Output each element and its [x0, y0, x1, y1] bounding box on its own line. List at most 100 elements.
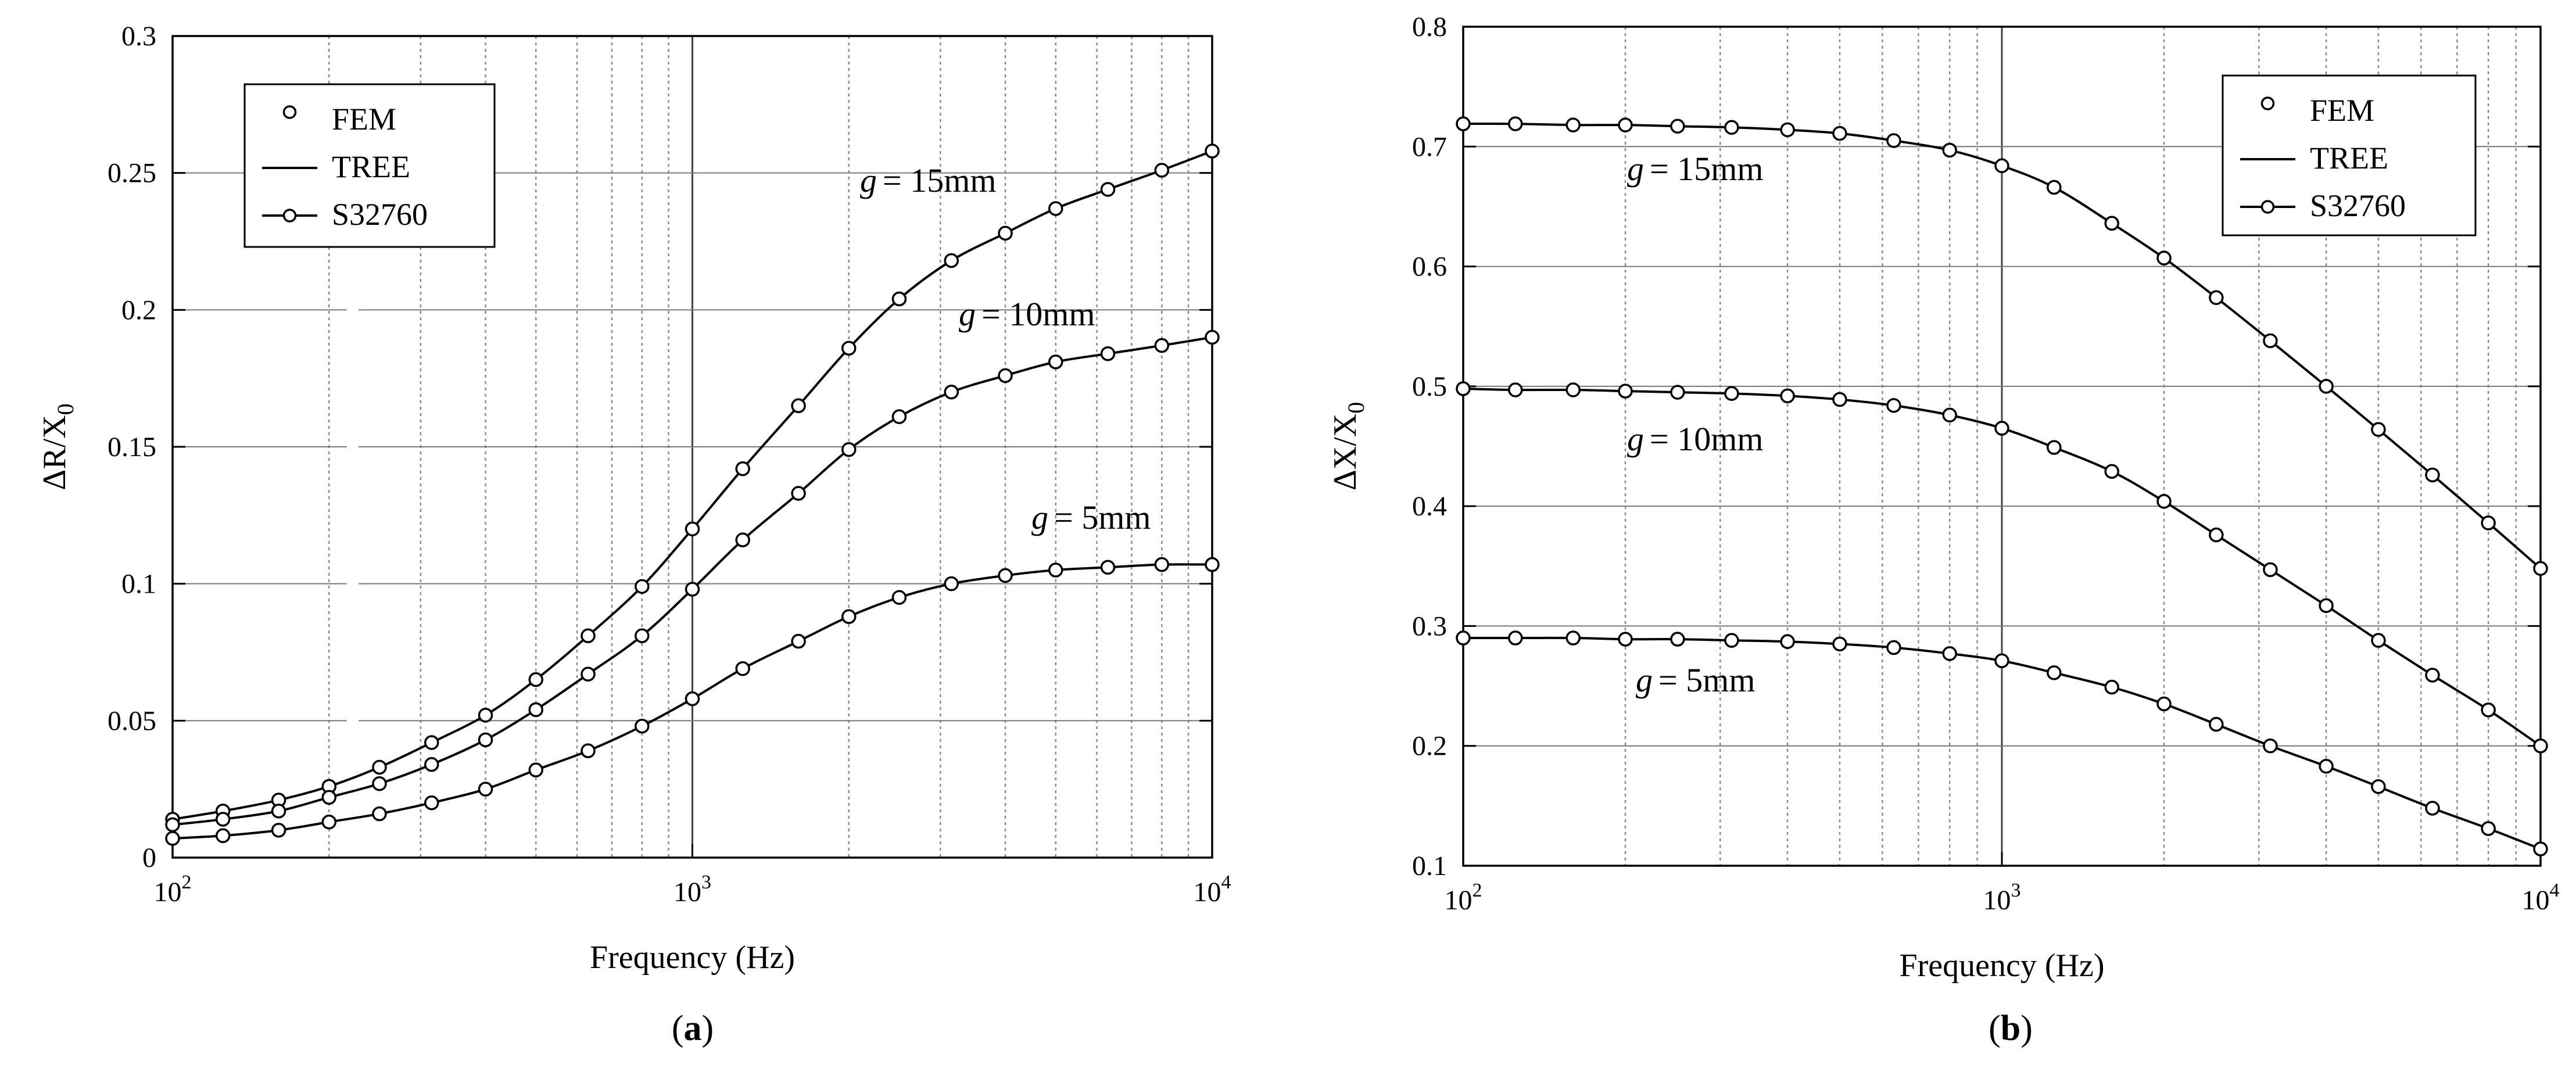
- fem-data-point: [1100, 560, 1116, 575]
- fem-data-point: [1456, 630, 1471, 646]
- fem-data-point: [2156, 696, 2172, 712]
- y-tick-label: 0.25: [108, 158, 156, 189]
- x-tick-label: 104: [1194, 872, 1231, 908]
- fem-data-point: [1618, 117, 1633, 132]
- fem-data-point: [1565, 117, 1581, 132]
- fem-data-point: [581, 628, 596, 643]
- y-tick-label: 0.1: [1412, 851, 1447, 881]
- fem-data-point: [735, 461, 750, 476]
- chart-panel-b: 0.1 0.2 0.3 0.4 0.5 0.6 0.7 0.8 102 103 104 Frequen…: [1327, 12, 2560, 1048]
- fem-data-point: [841, 340, 857, 356]
- fem-data-point: [841, 442, 857, 457]
- fem-data-point: [2156, 250, 2172, 266]
- legend-entry: TREE: [332, 149, 410, 184]
- fem-data-point: [2319, 759, 2334, 774]
- chart-panel-a: 0 0.05 0.1 0.15 0.2 0.25 0.3 102 103 104 Frequency…: [37, 21, 1231, 1048]
- fem-data-point: [2371, 779, 2386, 794]
- fem-data-point: [528, 702, 543, 718]
- y-tick-label: 0.15: [108, 432, 156, 462]
- fem-data-point: [944, 253, 959, 268]
- fem-data-point: [2533, 738, 2548, 754]
- fem-data-point: [998, 568, 1013, 583]
- fem-data-point: [685, 691, 700, 707]
- y-tick-label: 0.8: [1412, 12, 1447, 42]
- fem-data-point: [2481, 515, 2496, 530]
- fem-data-point: [1886, 133, 1901, 148]
- x-axis-label: Frequency (Hz): [590, 940, 795, 976]
- fem-data-point: [1508, 116, 1523, 131]
- fem-data-point: [271, 804, 286, 819]
- fem-data-point: [1508, 382, 1523, 397]
- fem-data-point: [321, 814, 337, 830]
- fem-data-point: [735, 661, 750, 676]
- fem-data-point: [791, 633, 806, 649]
- fem-data-point: [372, 759, 387, 775]
- fem-data-point: [215, 828, 231, 844]
- fem-data-point: [2481, 702, 2496, 718]
- curve-label: g = 15mm: [860, 162, 996, 199]
- fem-data-point: [2263, 562, 2278, 578]
- fem-data-point: [1100, 346, 1116, 361]
- fem-data-point: [944, 384, 959, 400]
- fem-data-point: [1154, 557, 1170, 572]
- fem-data-point: [165, 817, 180, 833]
- fem-data-point: [2425, 668, 2440, 683]
- fem-data-point: [1780, 634, 1795, 649]
- fem-data-point: [1780, 122, 1795, 138]
- fem-data-point: [1100, 182, 1116, 197]
- legend: FEM TREE S32760: [2222, 74, 2477, 236]
- legend-entry: S32760: [2310, 188, 2406, 223]
- fem-data-point: [1508, 630, 1523, 646]
- fem-data-point: [2263, 738, 2278, 754]
- legend-entry: FEM: [2310, 93, 2374, 128]
- y-axis-label: ΔR/X0: [37, 403, 78, 490]
- fem-data-point: [891, 409, 907, 424]
- x-tick-label: 103: [1983, 880, 2021, 916]
- fem-data-point: [1048, 562, 1063, 578]
- y-tick-label: 0.05: [108, 705, 156, 736]
- fem-data-point: [841, 609, 857, 624]
- fem-data-point: [478, 732, 493, 748]
- fem-data-point: [685, 582, 700, 597]
- fem-data-point: [321, 790, 337, 805]
- y-tick-label: 0.6: [1412, 252, 1447, 282]
- legend-marker: [282, 105, 297, 119]
- fem-data-point: [1205, 557, 1220, 572]
- fem-data-point: [1724, 120, 1739, 135]
- y-tick-label: 0.4: [1412, 491, 1447, 522]
- fem-data-point: [215, 812, 231, 827]
- x-axis-label: Frequency (Hz): [1900, 948, 2105, 984]
- x-tick-label: 102: [1445, 880, 1482, 916]
- legend-marker: [2260, 200, 2275, 214]
- fem-data-point: [1205, 329, 1220, 345]
- fem-data-point: [1886, 398, 1901, 413]
- fem-data-point: [478, 781, 493, 797]
- panel-label: (a): [672, 1009, 714, 1048]
- fem-data-point: [1942, 142, 1957, 158]
- curve-label: g = 15mm: [1627, 150, 1763, 188]
- fem-data-point: [944, 576, 959, 591]
- fem-data-point: [891, 590, 907, 605]
- fem-data-point: [528, 762, 543, 777]
- fem-data-point: [2104, 216, 2119, 231]
- fem-data-point: [2209, 716, 2224, 732]
- x-tick-label: 104: [2522, 880, 2560, 916]
- fem-data-point: [1994, 653, 2009, 669]
- y-tick-label: 0.5: [1412, 371, 1447, 402]
- fem-data-point: [1780, 388, 1795, 404]
- y-tick-label: 0: [142, 842, 156, 873]
- fem-data-point: [2156, 494, 2172, 509]
- fem-data-point: [1670, 385, 1685, 400]
- fem-data-point: [1565, 382, 1581, 397]
- fem-data-point: [635, 579, 650, 594]
- fem-data-point: [2481, 821, 2496, 836]
- fem-data-point: [372, 806, 387, 822]
- curve-label: g = 5mm: [1636, 661, 1755, 699]
- fem-data-point: [372, 776, 387, 791]
- fem-data-point: [2319, 379, 2334, 394]
- fem-data-point: [1724, 633, 1739, 648]
- fem-data-point: [998, 368, 1013, 383]
- fem-data-point: [1832, 392, 1847, 407]
- legend: FEM TREE S32760: [243, 83, 496, 248]
